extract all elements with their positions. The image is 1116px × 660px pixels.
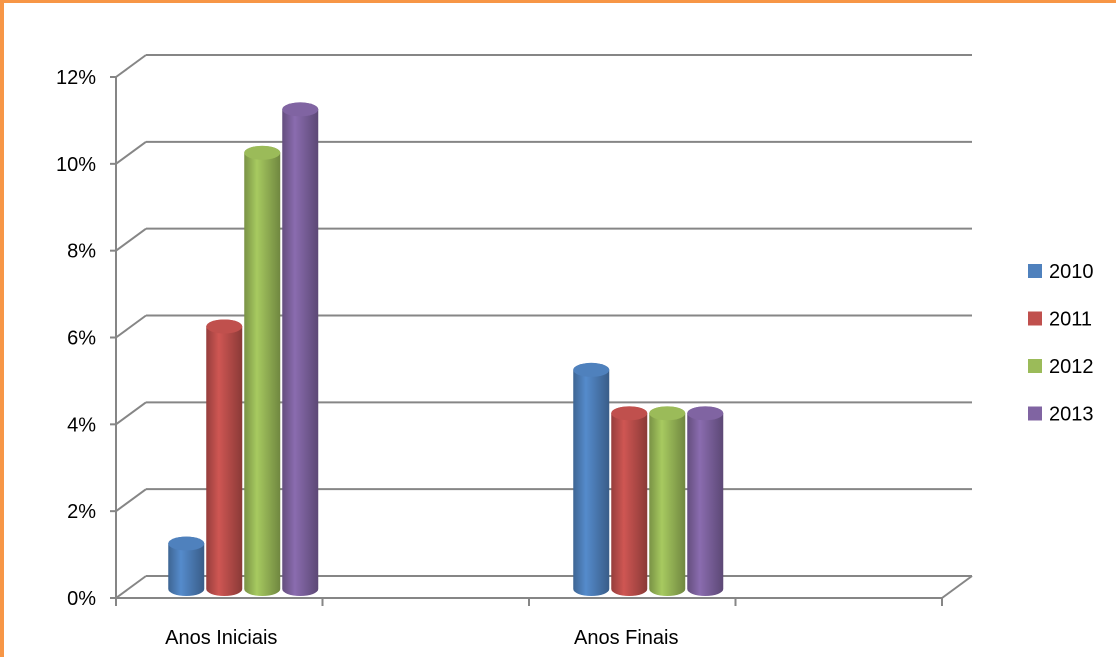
legend-label: 2012 [1049,356,1094,378]
bar-body [649,406,686,596]
bar [244,145,281,596]
y-tick-label: 2% [67,501,96,523]
bar [282,102,319,596]
x-category-labels: Anos Iniciais Anos Finais [165,627,678,649]
y-tick-label: 4% [67,414,96,436]
bar-cap [206,319,243,334]
bar-cap [687,406,724,421]
legend-swatch [1028,359,1042,373]
y-tick-label: 8% [67,241,96,263]
gridline-depth [115,401,147,426]
bars [168,102,724,596]
y-tick-label: 10% [56,154,96,176]
gridline-depth [115,488,147,512]
legend-swatch [1028,311,1042,326]
bar [168,536,205,596]
bar-cap [282,102,319,117]
bar-body [168,536,205,596]
bar [573,362,610,596]
legend: 2010 2011 2012 2013 [1028,261,1094,426]
y-tick-label: 6% [67,328,96,350]
legend-swatch [1028,264,1042,278]
bar-body [244,145,281,596]
axes [110,76,973,606]
bar-cap [611,406,648,421]
bar-body [687,406,724,596]
x-category-label: Anos Finais [574,627,679,649]
gridline-depth [115,141,147,165]
bar [206,319,243,596]
bar-body [282,102,319,596]
floor-edge [941,575,973,599]
bar-body [206,319,243,596]
bar-cap [649,406,686,421]
bar-cap [244,145,281,160]
legend-label: 2010 [1049,261,1094,283]
gridline-depth [115,227,147,252]
gridline-depth [115,54,147,78]
y-tick-labels: 0% 2% 4% 6% 8% 10% 12% [56,67,96,610]
y-tick-label: 0% [67,588,96,610]
bar-chart: 0% 2% 4% 6% 8% 10% 12% Anos Iniciais Ano… [56,54,1094,649]
x-category-label: Anos Iniciais [165,627,277,649]
bar [687,406,724,596]
gridline-depth [115,575,147,599]
bar-body [611,406,648,596]
bar-cap [573,362,610,377]
bar-cap [168,536,205,551]
legend-swatch [1028,406,1042,421]
gridline-depth [115,314,147,339]
legend-label: 2013 [1049,404,1094,426]
bar [649,406,686,596]
bar-body [573,362,610,596]
legend-label: 2011 [1049,309,1092,331]
y-tick-label: 12% [56,67,96,89]
bar [611,406,648,596]
